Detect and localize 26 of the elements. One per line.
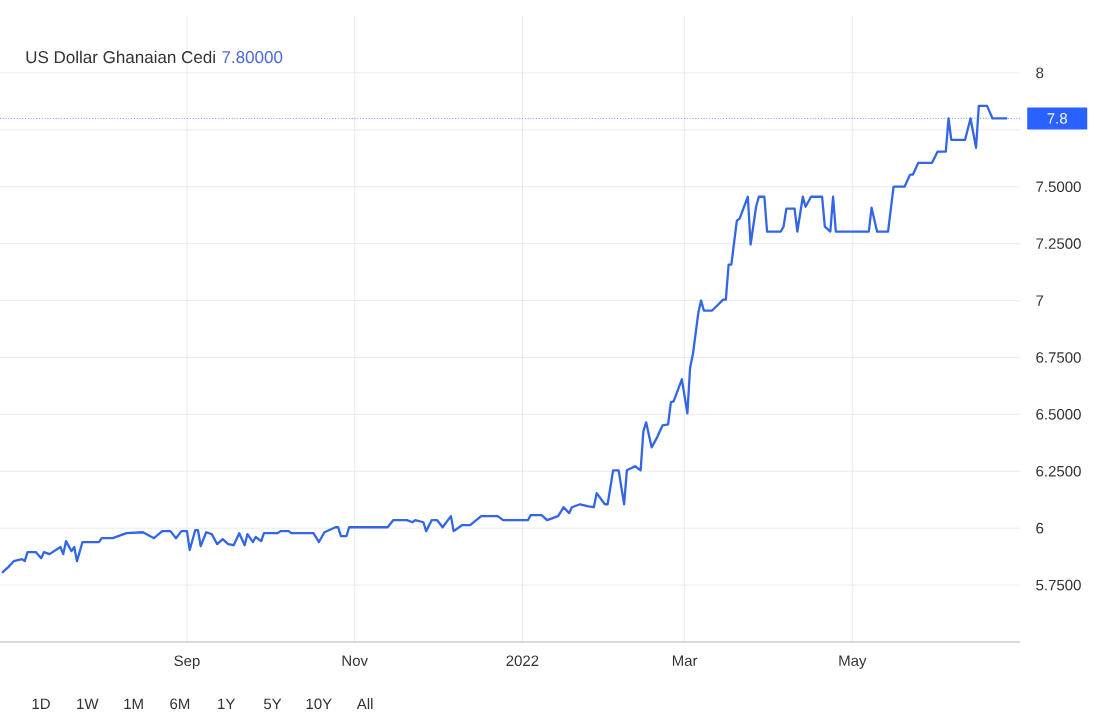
text: 1D: [32, 698, 50, 709]
y-tick-label: 6.7500: [1036, 352, 1081, 363]
text: 5Y: [263, 698, 282, 710]
x-tick-label: 2022: [506, 655, 539, 667]
text: 1M: [124, 698, 143, 709]
line-series: [1, 104, 1008, 574]
x-tick-label: Sep: [174, 655, 200, 670]
y-tick-label: 6.5000: [1036, 409, 1081, 420]
y-tick-label: 7.5000: [1036, 181, 1081, 193]
y-tick-label: 6.2500: [1036, 465, 1081, 477]
text: 7.80000: [222, 51, 283, 64]
y-tick-label: 6: [1036, 522, 1044, 534]
y-tick-label: 7.2500: [1036, 238, 1081, 249]
y-tick-label: 5.7500: [1036, 579, 1081, 591]
x-tick-label: Mar: [672, 655, 698, 666]
ref-line-label: 7.8: [1047, 113, 1068, 124]
y-tick-label: 8: [1036, 67, 1044, 79]
x-tick-label: May: [839, 655, 867, 669]
y-tick-label: 7: [1036, 295, 1044, 306]
text: 10Y: [306, 698, 332, 710]
text: US Dollar Ghanaian Cedi: [26, 50, 215, 64]
text: 1Y: [218, 698, 236, 709]
x-tick-label: Nov: [342, 655, 368, 666]
text: 1W: [77, 698, 99, 709]
text: 6M: [170, 698, 190, 710]
text: All: [356, 698, 373, 709]
